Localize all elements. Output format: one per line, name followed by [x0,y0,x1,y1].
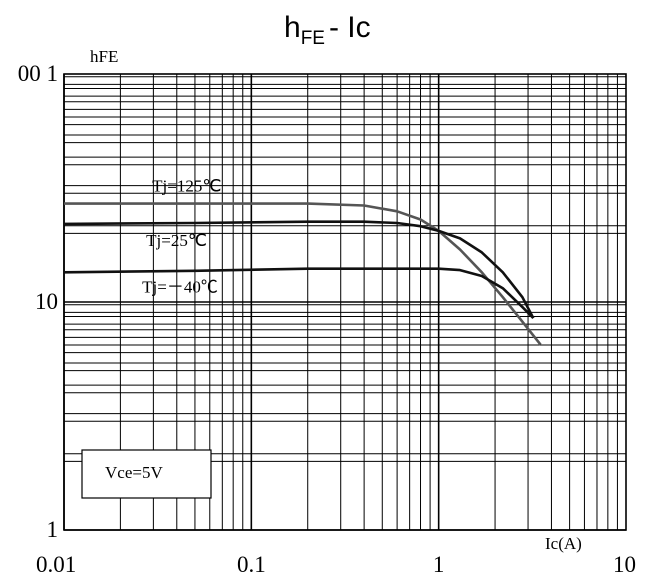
x-tick-label: 0.1 [237,552,266,577]
x-tick-label: 1 [433,552,445,577]
series-label-0: Tj=125℃ [152,177,221,196]
annotation-box [81,449,212,499]
series-label-1: Tj=25℃ [146,231,207,250]
y-tick-label: 00 1 [18,61,58,86]
grid [63,74,626,531]
series-label-2: Tj=－40℃ [142,277,218,296]
title-sub: FE [301,28,325,49]
title-rest: - Ic [329,11,371,44]
x-axis-label: Ic(A) [545,534,582,553]
series-line-2 [63,267,535,320]
plot-frame [63,73,627,531]
x-tick-label: 10 [613,552,636,577]
y-tick-label: 1 [47,517,59,542]
series-line-0 [64,202,542,346]
title-main: h [284,11,301,44]
annotation-text: Vce=5V [105,463,163,482]
chart-title: hFE - Ic [284,11,371,49]
series-line-1 [63,220,535,319]
tick-labels: 0.01 0.1 1 10 00 1 10 1 [18,61,636,577]
y-tick-label: 10 [35,289,58,314]
x-tick-label: 0.01 [36,552,76,577]
y-axis-label: hFE [90,47,118,66]
series-labels: Tj=125℃ Tj=25℃ Tj=－40℃ [142,177,221,297]
series-layer [63,202,542,346]
